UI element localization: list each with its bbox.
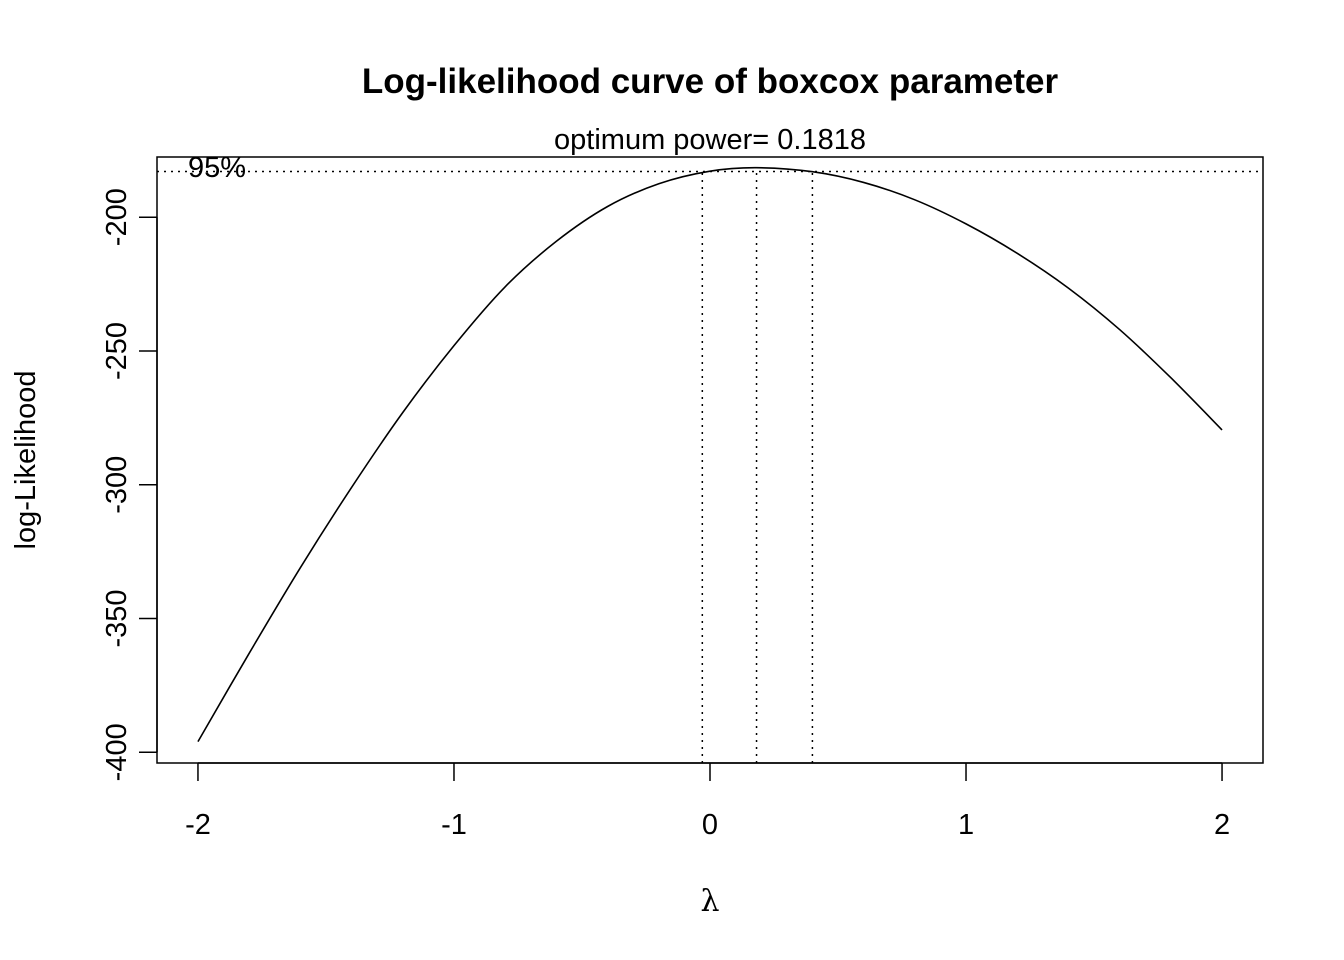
ci-level-label: 95% <box>188 152 246 184</box>
x-tick-label: 0 <box>702 809 718 841</box>
y-tick-label: -400 <box>101 723 133 781</box>
y-axis: -400 -350 -300 -250 -200 <box>101 188 158 781</box>
loglik-curve <box>197 166 1223 742</box>
x-tick-label: 1 <box>958 809 974 841</box>
x-tick-label: 2 <box>1214 809 1230 841</box>
plot-frame <box>156 156 1264 764</box>
loglik-series-line <box>197 166 1223 742</box>
chart-title: Log-likelihood curve of boxcox parameter <box>362 62 1059 101</box>
x-tick-label: -1 <box>441 809 467 841</box>
y-axis-label: log-Likelihood <box>10 371 42 550</box>
y-tick-label: -200 <box>101 188 133 246</box>
confidence-interval-lines <box>157 170 1263 763</box>
y-tick-label: -350 <box>101 589 133 647</box>
y-tick-label: -300 <box>101 456 133 514</box>
chart-subtitle: optimum power= 0.1818 <box>554 124 866 156</box>
x-axis: -2 -1 0 1 2 <box>185 762 1230 841</box>
x-tick-label: -2 <box>185 809 211 841</box>
y-tick-label: -250 <box>101 322 133 380</box>
x-axis-label: λ <box>700 884 719 919</box>
